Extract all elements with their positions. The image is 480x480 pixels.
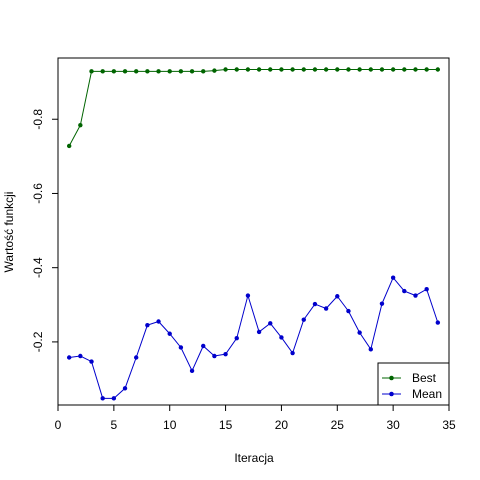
data-point-mean (78, 353, 83, 359)
data-point-best (89, 69, 94, 74)
data-point-best (312, 67, 318, 72)
data-point-best (279, 67, 284, 72)
y-tick-label: -0.2 (31, 331, 45, 352)
data-point-mean (346, 308, 351, 314)
data-point-best (100, 69, 105, 74)
series-layer (66, 67, 441, 401)
data-point-best (435, 67, 441, 72)
legend-best-marker (389, 375, 394, 381)
legend: Best Mean (377, 362, 450, 406)
data-point-mean (134, 355, 139, 360)
data-point-mean (234, 335, 239, 341)
x-axis-label: Iteracja (234, 451, 274, 465)
data-point-best (234, 67, 239, 72)
x-tick-label: 0 (55, 418, 62, 432)
data-point-mean (223, 351, 228, 357)
data-point-mean (201, 343, 206, 349)
plot-box (57, 57, 450, 406)
data-point-best (201, 69, 206, 74)
data-point-best (189, 69, 195, 74)
data-point-mean (335, 294, 340, 299)
data-point-mean (368, 347, 373, 352)
data-point-best (335, 67, 340, 72)
data-point-best (301, 67, 306, 72)
x-tick-label: 5 (111, 418, 118, 432)
data-point-best (413, 67, 418, 72)
y-axis-label: Wartość funkcji (2, 192, 16, 273)
x-tick-label: 35 (442, 418, 456, 432)
data-point-mean (256, 329, 262, 335)
x-tick-label: 25 (331, 418, 345, 432)
data-point-best (66, 143, 72, 149)
data-point-mean (245, 293, 251, 298)
data-point-best (156, 69, 161, 74)
data-point-mean (290, 350, 295, 356)
data-point-mean (357, 330, 362, 335)
data-point-best (424, 67, 429, 72)
y-tick-label: -0.6 (31, 183, 45, 204)
data-point-mean (424, 287, 429, 292)
legend-mean-label: Mean (412, 387, 442, 401)
series-line-best (68, 69, 438, 147)
x-tick-label: 30 (386, 418, 400, 432)
data-point-best (379, 67, 385, 72)
data-point-mean (390, 275, 396, 280)
x-tick-label: 15 (219, 418, 233, 432)
data-point-mean (279, 335, 284, 340)
data-point-mean (189, 368, 195, 374)
data-point-best (290, 67, 295, 72)
y-tick-label: -0.4 (31, 257, 45, 278)
data-point-mean (178, 345, 184, 350)
data-point-best (245, 67, 251, 72)
data-point-best (323, 67, 329, 72)
data-point-best (134, 69, 139, 74)
data-point-mean (100, 396, 105, 401)
data-point-best (122, 69, 128, 74)
data-point-mean (145, 323, 150, 328)
data-point-mean (435, 320, 441, 325)
data-point-mean (212, 353, 217, 359)
data-point-mean (301, 317, 306, 322)
data-point-best (212, 68, 217, 73)
x-tick-label: 20 (275, 418, 289, 432)
data-point-best (167, 69, 172, 74)
data-point-mean (122, 386, 128, 391)
data-point-mean (402, 288, 407, 294)
data-point-mean (268, 321, 273, 326)
legend-mean-marker (389, 391, 394, 397)
data-point-best (368, 67, 373, 72)
data-point-mean (413, 293, 418, 298)
series-line-mean (69, 276, 439, 399)
data-point-mean (111, 396, 117, 401)
data-point-best (111, 69, 117, 74)
data-point-best (390, 67, 396, 72)
data-point-best (402, 67, 407, 72)
legend-box (377, 362, 450, 406)
data-point-best (145, 69, 150, 74)
data-point-best (357, 67, 362, 72)
data-point-best (78, 122, 83, 128)
data-point-best (178, 69, 184, 74)
legend-best-label: Best (412, 371, 437, 385)
data-point-best (268, 67, 273, 72)
data-point-mean (89, 359, 94, 364)
data-point-mean (312, 301, 318, 307)
x-tick-label: 10 (163, 418, 177, 432)
y-tick-label: -0.8 (31, 109, 45, 130)
y-axis: -0.2 -0.4 -0.6 -0.8 (31, 109, 59, 352)
data-point-mean (167, 331, 172, 336)
x-axis: 0 5 10 15 20 25 30 35 (55, 404, 456, 432)
data-point-best (346, 67, 351, 72)
data-point-best (256, 67, 262, 72)
data-point-mean (66, 355, 72, 360)
data-point-mean (323, 306, 329, 311)
data-point-mean (156, 319, 161, 324)
data-point-best (223, 67, 228, 72)
data-point-mean (379, 301, 385, 306)
